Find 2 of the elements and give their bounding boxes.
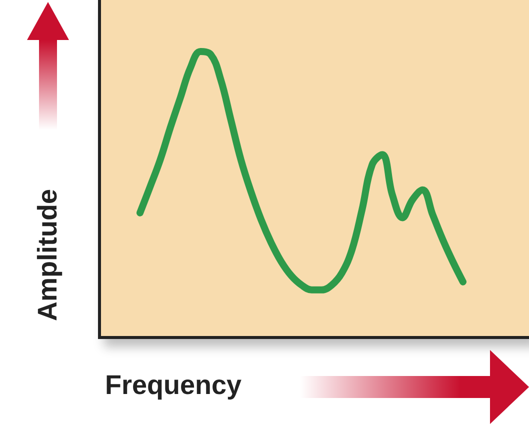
y-axis-title: Amplitude: [32, 189, 64, 321]
x-axis-title: Frequency: [105, 370, 242, 401]
